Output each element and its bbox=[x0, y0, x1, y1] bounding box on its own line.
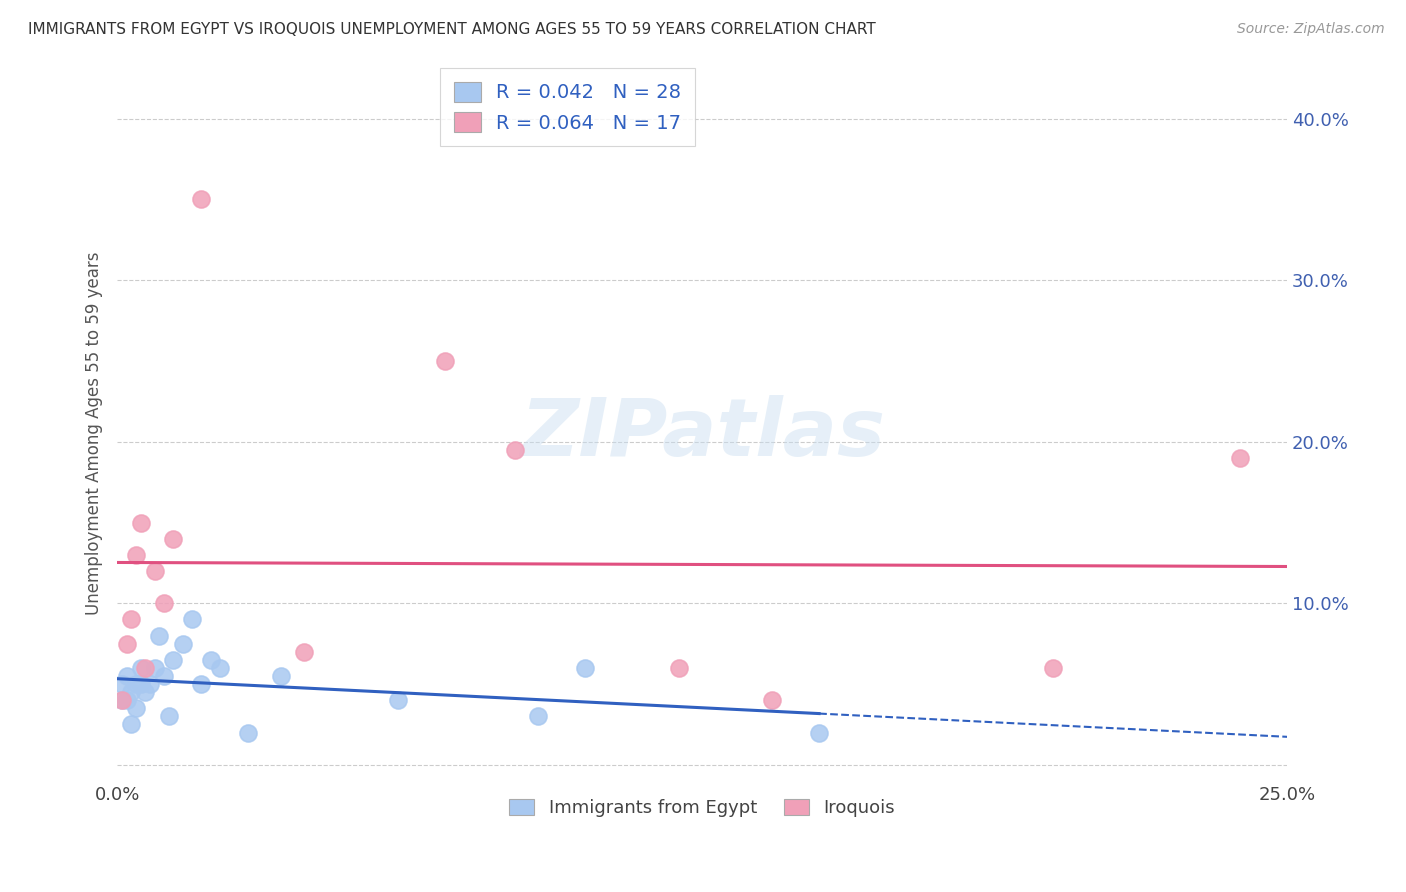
Point bbox=[292, 645, 315, 659]
Point bbox=[139, 677, 162, 691]
Point bbox=[129, 661, 152, 675]
Point bbox=[209, 661, 232, 675]
Point bbox=[181, 612, 204, 626]
Point bbox=[143, 564, 166, 578]
Point bbox=[120, 612, 142, 626]
Point bbox=[527, 709, 550, 723]
Text: Source: ZipAtlas.com: Source: ZipAtlas.com bbox=[1237, 22, 1385, 37]
Y-axis label: Unemployment Among Ages 55 to 59 years: Unemployment Among Ages 55 to 59 years bbox=[86, 252, 103, 615]
Point bbox=[111, 693, 134, 707]
Point bbox=[668, 661, 690, 675]
Text: ZIPatlas: ZIPatlas bbox=[520, 394, 884, 473]
Point bbox=[270, 669, 292, 683]
Point bbox=[190, 677, 212, 691]
Point bbox=[120, 717, 142, 731]
Point bbox=[503, 442, 526, 457]
Point bbox=[143, 661, 166, 675]
Point bbox=[238, 725, 260, 739]
Point bbox=[433, 354, 456, 368]
Point bbox=[162, 653, 184, 667]
Point bbox=[157, 709, 180, 723]
Point bbox=[387, 693, 409, 707]
Point bbox=[153, 669, 176, 683]
Point bbox=[125, 677, 148, 691]
Legend: Immigrants from Egypt, Iroquois: Immigrants from Egypt, Iroquois bbox=[502, 791, 903, 824]
Point bbox=[1229, 450, 1251, 465]
Text: IMMIGRANTS FROM EGYPT VS IROQUOIS UNEMPLOYMENT AMONG AGES 55 TO 59 YEARS CORRELA: IMMIGRANTS FROM EGYPT VS IROQUOIS UNEMPL… bbox=[28, 22, 876, 37]
Point bbox=[125, 701, 148, 715]
Point bbox=[120, 685, 142, 699]
Point bbox=[134, 685, 156, 699]
Point bbox=[761, 693, 783, 707]
Point bbox=[129, 677, 152, 691]
Point bbox=[115, 637, 138, 651]
Point bbox=[200, 653, 222, 667]
Point bbox=[574, 661, 596, 675]
Point bbox=[162, 532, 184, 546]
Point bbox=[115, 693, 138, 707]
Point bbox=[153, 596, 176, 610]
Point bbox=[1042, 661, 1064, 675]
Point bbox=[115, 669, 138, 683]
Point bbox=[172, 637, 194, 651]
Point bbox=[111, 693, 134, 707]
Point bbox=[808, 725, 831, 739]
Point bbox=[134, 661, 156, 675]
Point bbox=[125, 548, 148, 562]
Point bbox=[129, 516, 152, 530]
Point bbox=[190, 193, 212, 207]
Point bbox=[111, 677, 134, 691]
Point bbox=[148, 629, 170, 643]
